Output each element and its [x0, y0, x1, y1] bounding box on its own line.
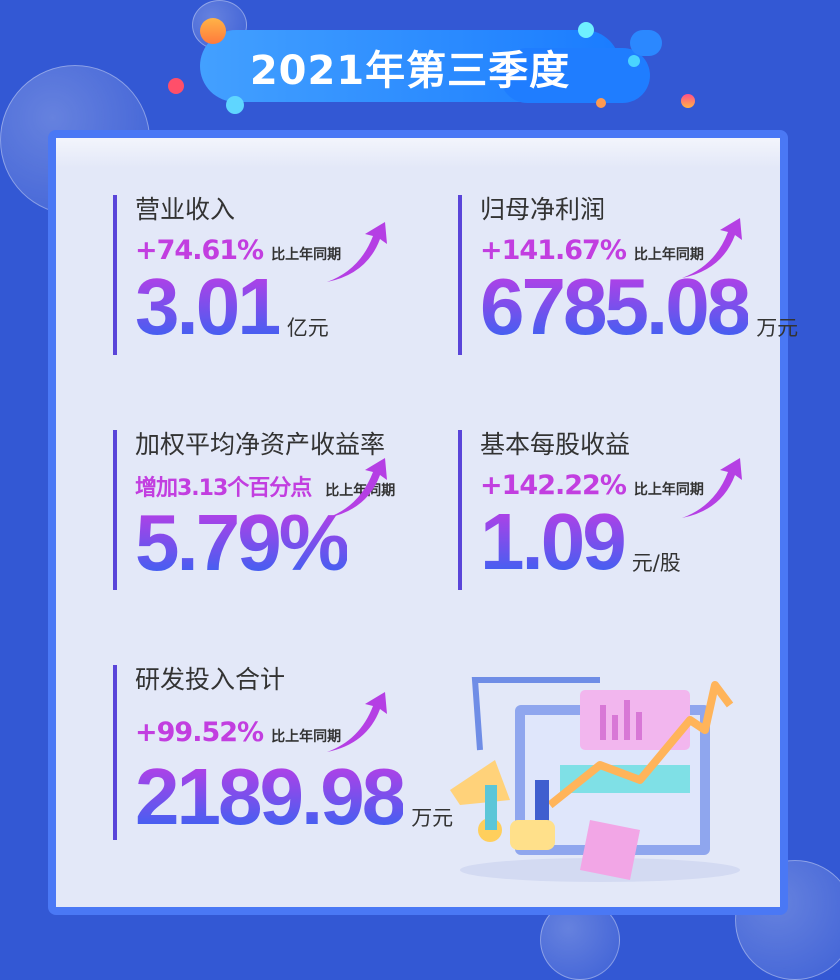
metric-value: 1.09: [480, 497, 627, 586]
trend-up-arrow-icon: [682, 458, 742, 518]
decorative-dot: [578, 22, 594, 38]
banner-decoration: [500, 48, 650, 103]
business-growth-illustration: [450, 677, 740, 882]
metric-comparison: 比上年同期: [325, 483, 396, 499]
metric-card-net-profit: 归母净利润 +141.67% 比上年同期 6785.08 万元: [458, 195, 798, 355]
banner-decoration: [630, 30, 662, 56]
metric-unit: 万元: [411, 806, 454, 830]
metric-value: 5.79%: [135, 498, 350, 587]
metric-change: 增加3.13个百分点: [135, 476, 312, 501]
metric-value: 3.01: [135, 262, 282, 351]
metric-comparison: 比上年同期: [633, 247, 704, 263]
metric-title: 归母净利润: [480, 195, 606, 224]
metric-title: 加权平均净资产收益率: [135, 430, 386, 459]
metric-unit: 万元: [756, 316, 799, 340]
metric-title: 研发投入合计: [135, 665, 286, 694]
metric-title: 营业收入: [135, 195, 236, 224]
page-title: 2021年第三季度: [249, 48, 571, 94]
decorative-dot: [200, 18, 226, 44]
metric-comparison: 比上年同期: [271, 729, 342, 745]
metric-unit: 元/股: [631, 551, 681, 575]
decorative-dot: [596, 98, 606, 108]
decorative-dot: [168, 78, 184, 94]
metric-change: +141.67%: [480, 235, 627, 266]
metric-value: 2189.98: [135, 752, 406, 841]
metric-unit: 亿元: [286, 316, 329, 340]
trend-up-arrow-icon: [327, 458, 387, 518]
metric-card-roe: 加权平均净资产收益率 增加3.13个百分点 比上年同期 5.79%: [113, 430, 395, 590]
decorative-dot: [226, 96, 244, 114]
metric-comparison: 比上年同期: [271, 247, 342, 263]
metric-change: +74.61%: [135, 235, 264, 266]
metric-change: +142.22%: [480, 470, 627, 501]
trend-up-arrow-icon: [327, 222, 387, 282]
metric-card-rd: 研发投入合计 +99.52% 比上年同期 2189.98 万元: [113, 665, 453, 840]
decorative-dot: [628, 55, 640, 67]
metric-card-eps: 基本每股收益 +142.22% 比上年同期 1.09 元/股: [458, 430, 704, 590]
metric-comparison: 比上年同期: [633, 482, 704, 498]
decorative-dot: [681, 94, 695, 108]
metric-change: +99.52%: [135, 717, 264, 748]
metric-title: 基本每股收益: [480, 430, 631, 459]
trend-up-arrow-icon: [327, 692, 387, 752]
trend-up-arrow-icon: [682, 218, 742, 278]
metric-value: 6785.08: [480, 262, 751, 351]
metric-card-revenue: 营业收入 +74.61% 比上年同期 3.01 亿元: [113, 195, 341, 355]
